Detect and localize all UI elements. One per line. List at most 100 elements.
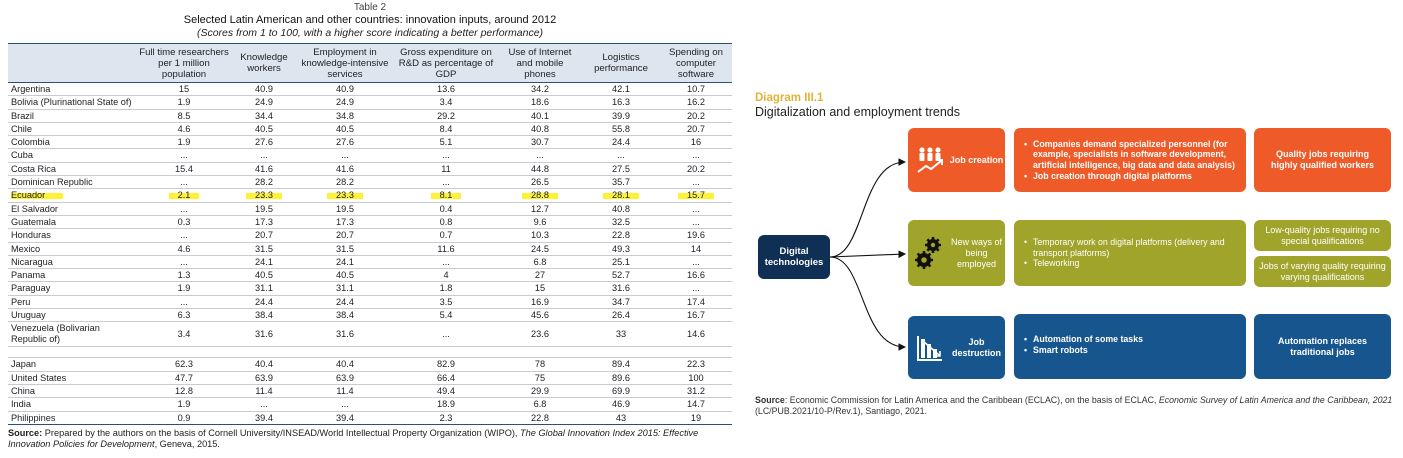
value-text: 40.4 [255, 359, 273, 370]
value-text: 4.6 [177, 243, 191, 254]
value-cell: 23.6 [498, 321, 582, 348]
value-text: 29.9 [531, 385, 549, 396]
value-cell: 39.4 [296, 411, 394, 425]
bullet-item: Job creation through digital platforms [1024, 171, 1240, 182]
value-text: 24.1 [255, 256, 273, 267]
value-cell: 39.4 [232, 411, 296, 425]
value-text: 39.9 [612, 110, 630, 121]
value-cell: 0.4 [394, 202, 498, 216]
value-text: 1.9 [177, 137, 191, 148]
value-cell: 29.2 [394, 109, 498, 123]
value-text: 31.1 [336, 283, 354, 294]
value-text: 1.3 [177, 270, 191, 281]
job-destruction-box: Job destruction [908, 316, 1005, 379]
table-source-suffix: , Geneva, 2015. [154, 438, 220, 449]
value-text: 15 [178, 84, 190, 94]
value-cell: 27.5 [582, 162, 660, 177]
country-cell: Philippines [8, 411, 136, 425]
value-cell: 31.6 [582, 281, 660, 296]
column-header: Use of Internet and mobile phones [498, 43, 582, 83]
value-text: 16.3 [612, 97, 630, 108]
value-text: 17.4 [687, 296, 705, 307]
value-cell: ... [660, 255, 732, 270]
value-text: 9.6 [533, 216, 547, 227]
value-text: ... [180, 230, 188, 241]
country-cell: Ecuador [8, 188, 136, 203]
value-cell: 20.7 [232, 228, 296, 243]
value-text: ... [341, 150, 349, 161]
value-cell: ... [232, 397, 296, 412]
value-text: 66.4 [437, 372, 455, 383]
value-text: 15.4 [175, 163, 193, 174]
value-cell: 8.1 [394, 188, 498, 203]
value-text: 40.8 [531, 123, 549, 134]
innovation-table-panel: Table 2 Selected Latin American and othe… [8, 2, 732, 456]
value-text: 8.4 [439, 123, 453, 134]
value-text: 16.2 [687, 97, 705, 108]
value-cell: 27.6 [232, 135, 296, 150]
table-row: Honduras... 20.7 20.7 0.7 10.3 22.8 19.6 [8, 228, 732, 243]
value-cell: 24.1 [232, 255, 296, 270]
table-row: Guatemala 0.3 17.3 17.3 0.8 9.6 32.5... [8, 215, 732, 230]
value-text: 31.5 [255, 243, 273, 254]
value-text: 12.7 [531, 203, 549, 214]
value-text: 26.4 [612, 310, 630, 321]
value-cell: ... [498, 148, 582, 163]
value-cell: 11.6 [394, 242, 498, 256]
value-cell: 66.4 [394, 371, 498, 385]
value-text: 3.4 [177, 328, 191, 339]
value-text: 24.4 [336, 296, 354, 307]
value-cell: ... [136, 175, 232, 190]
value-text: 44.8 [531, 163, 549, 174]
value-text: 28.2 [336, 177, 354, 188]
value-text: ... [617, 150, 625, 161]
table-source-text: Prepared by the authors on the basis of … [44, 427, 521, 438]
value-text: 40.5 [255, 123, 273, 134]
value-cell: 31.5 [232, 242, 296, 256]
value-cell: 15 [498, 281, 582, 296]
value-cell: 63.9 [232, 371, 296, 385]
value-cell: 40.4 [296, 357, 394, 372]
value-cell: 6.8 [498, 255, 582, 270]
bullet-item: Teleworking [1024, 258, 1240, 269]
value-text: 47.7 [175, 372, 193, 383]
job-creation-details-box: Companies demand specialized personnel (… [1014, 128, 1246, 192]
new-ways-outcome-1: Low-quality jobs requiring no special qu… [1265, 224, 1380, 246]
value-cell: ... [136, 295, 232, 310]
new-ways-outcome-2-box: Jobs of varying quality requiring varyin… [1254, 256, 1391, 287]
value-text: 3.4 [439, 97, 453, 108]
value-text: 16 [690, 137, 702, 148]
gears-icon [912, 236, 948, 270]
value-cell: 52.7 [582, 268, 660, 283]
value-cell: 17.3 [296, 215, 394, 230]
value-cell: ... [136, 228, 232, 243]
value-cell: 0.9 [136, 411, 232, 425]
job-creation-outcome: Quality jobs requiring highly qualified … [1270, 149, 1375, 170]
value-text: 40.5 [336, 123, 354, 134]
value-cell: 4.6 [136, 122, 232, 137]
value-cell: ... [660, 148, 732, 163]
value-text: ... [692, 256, 700, 267]
declining-chart-icon [912, 333, 948, 363]
value-text: 55.8 [612, 123, 630, 134]
hub-label: Digital technologies [764, 246, 824, 268]
table-row: Dominican Republic... 28.2 28.2... 26.5 35.7… [8, 175, 732, 190]
bullet-item: Temporary work on digital platforms (del… [1024, 237, 1240, 258]
table-row: Mexico 4.6 31.5 31.5 11.6 24.5 49.3 14 [8, 242, 732, 256]
value-cell: 82.9 [394, 357, 498, 372]
column-header: Knowledge workers [232, 43, 296, 83]
value-text: 39.4 [336, 412, 354, 423]
value-text: 40.9 [255, 84, 273, 94]
country-cell: Costa Rica [8, 162, 136, 177]
value-cell: 30.7 [498, 135, 582, 150]
value-cell: 2.1 [136, 188, 232, 203]
value-cell: 12.7 [498, 202, 582, 216]
value-cell: 20.2 [660, 162, 732, 177]
value-cell: 38.4 [296, 308, 394, 323]
country-cell: United States [8, 371, 136, 385]
new-ways-bullets: Temporary work on digital platforms (del… [1014, 237, 1246, 269]
value-cell: 43 [582, 411, 660, 425]
value-cell: 1.9 [136, 95, 232, 110]
value-text: 52.7 [612, 270, 630, 281]
empty-cell [498, 346, 582, 359]
